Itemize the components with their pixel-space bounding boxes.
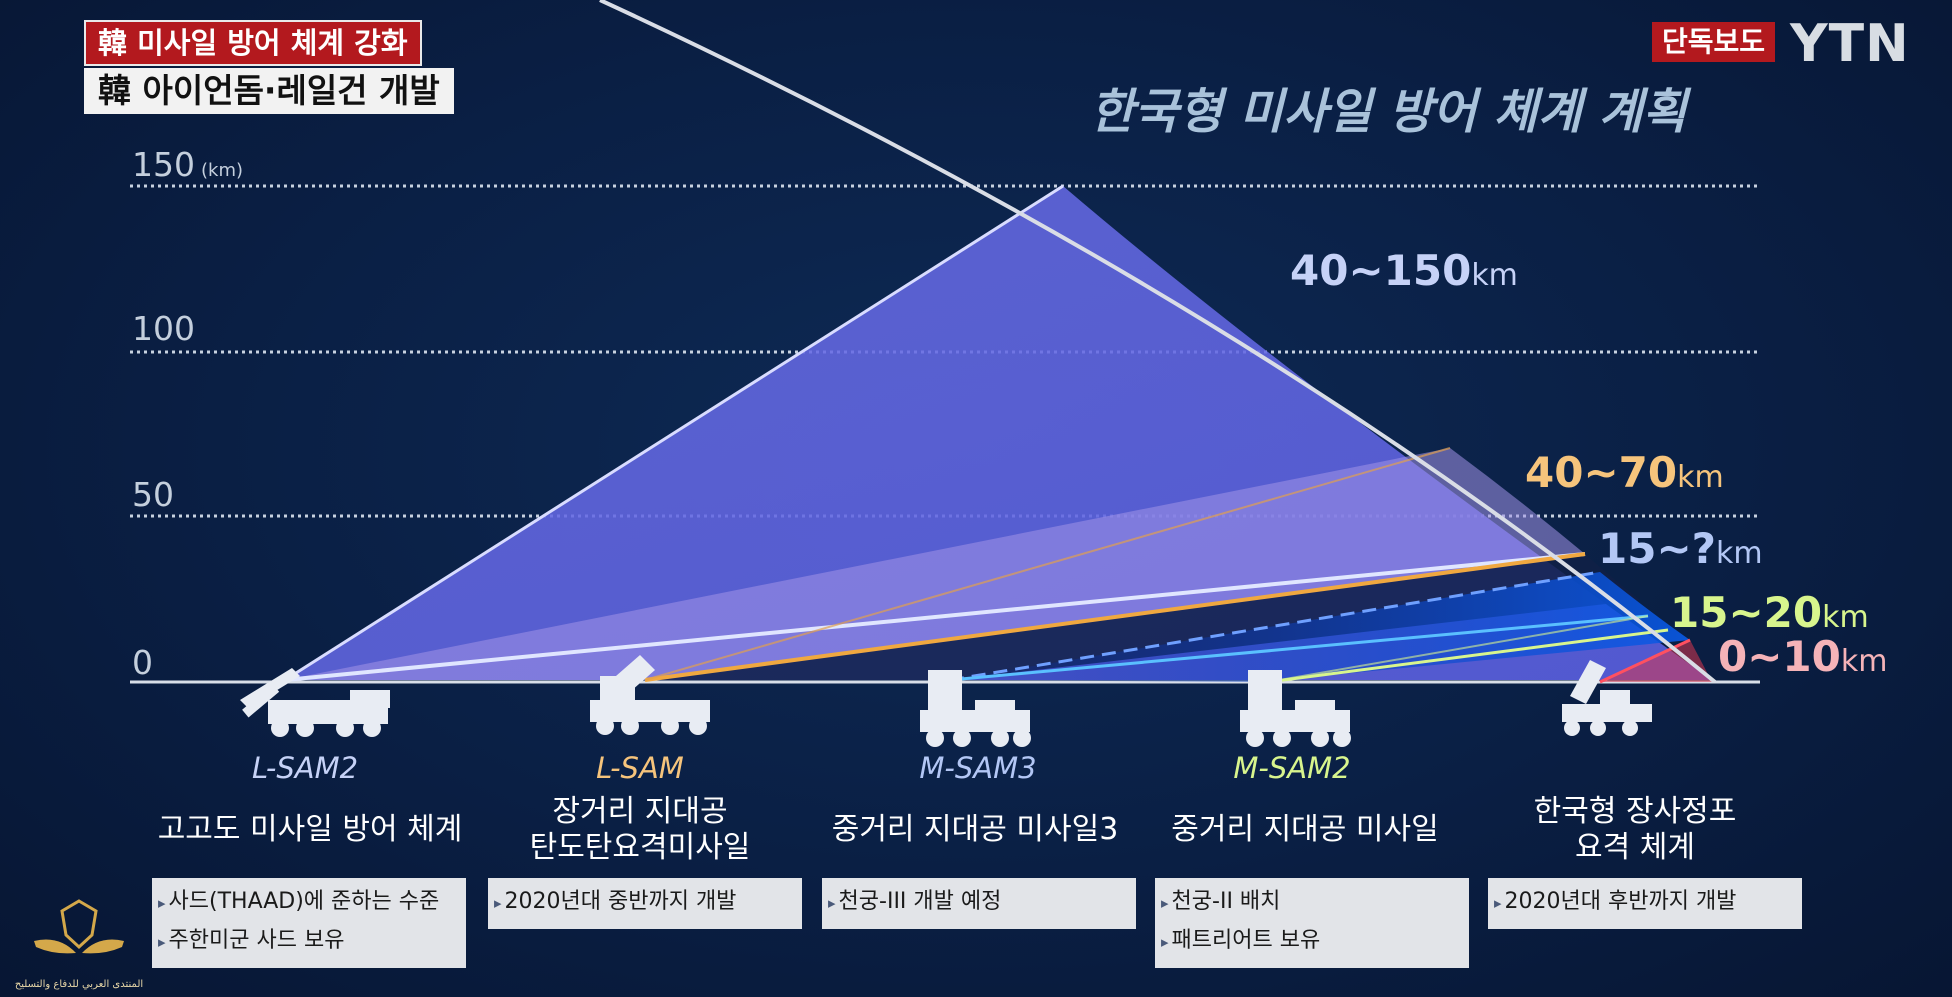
range-value: 0~10 bbox=[1718, 632, 1841, 681]
notes-lamd: 2020년대 후반까지 개발 bbox=[1488, 878, 1802, 929]
range-label-msam2: 15~20km bbox=[1670, 592, 1869, 634]
range-label-lsam: 40~70km bbox=[1525, 452, 1724, 494]
notes-msam2: 천궁-II 배치 패트리어트 보유 bbox=[1155, 878, 1469, 968]
lsam-edge-2 bbox=[644, 447, 1451, 681]
range-unit: km bbox=[1677, 460, 1724, 495]
msam3-coverage bbox=[950, 572, 1690, 682]
y-tick-150: 150 (km) bbox=[132, 148, 243, 181]
lsam2-launcher-icon bbox=[240, 668, 390, 737]
msam2-edge-2 bbox=[1267, 615, 1649, 683]
max-range-arc bbox=[599, 0, 1717, 684]
range-value: 40~70 bbox=[1525, 448, 1678, 497]
ytn-logo: YTN bbox=[1790, 14, 1910, 74]
msam3-edge bbox=[949, 614, 1649, 682]
range-label-lamd: 0~10km bbox=[1718, 636, 1887, 678]
notes-lsam2: 사드(THAAD)에 준하는 수준 주한미군 사드 보유 bbox=[152, 878, 466, 968]
note-item: 사드(THAAD)에 준하는 수준 bbox=[158, 883, 460, 922]
y-tick-50: 50 bbox=[132, 475, 174, 514]
caption-tag: 韓 미사일 방어 체계 강화 bbox=[84, 20, 422, 66]
msam2-launcher-icon bbox=[1240, 670, 1351, 747]
system-code-lsam: L-SAM bbox=[596, 751, 684, 785]
system-code-msam3: M-SAM3 bbox=[919, 751, 1037, 785]
exclusive-badge: 단독보도 bbox=[1652, 22, 1776, 62]
caption-headline: 韓 아이언돔·레일건 개발 bbox=[84, 68, 454, 114]
notes-msam3: 천궁-III 개발 예정 bbox=[822, 878, 1136, 929]
lamd-launcher-icon bbox=[1562, 660, 1652, 736]
range-label-msam3: 15~?km bbox=[1598, 528, 1763, 570]
y-tick-0: 0 bbox=[132, 643, 153, 682]
lsam-launcher-icon bbox=[590, 655, 710, 735]
lsam-edge bbox=[644, 552, 1586, 682]
system-name-lsam2: 고고도 미사일 방어 체계 bbox=[157, 812, 463, 847]
system-name-lsam: 장거리 지대공 탄도탄요격미사일 bbox=[529, 794, 751, 865]
lamd-coverage bbox=[1600, 640, 1712, 682]
lsam2-edge-lower bbox=[284, 552, 1586, 682]
system-name-msam2: 중거리 지대공 미사일 bbox=[1171, 812, 1439, 847]
lsam-coverage bbox=[285, 448, 1585, 680]
chart-title: 한국형 미사일 방어 체계 계획 bbox=[1090, 84, 1687, 140]
system-code-lsam2: L-SAM2 bbox=[251, 751, 359, 785]
range-unit: km bbox=[1716, 536, 1763, 571]
note-item: 천궁-III 개발 예정 bbox=[828, 883, 1130, 922]
lamd-edge bbox=[1599, 638, 1691, 684]
y-tick-label: 150 bbox=[132, 145, 195, 184]
notes-lsam: 2020년대 중반까지 개발 bbox=[488, 878, 802, 929]
note-item: 2020년대 후반까지 개발 bbox=[1494, 883, 1796, 922]
range-value: 15~20 bbox=[1670, 588, 1823, 637]
range-value: 40~150 bbox=[1290, 246, 1472, 295]
forum-watermark-logo: المنتدى العربي للدفاع والتسليح bbox=[15, 899, 143, 990]
range-value: 15~? bbox=[1598, 524, 1717, 573]
msam3-launcher-icon bbox=[920, 670, 1031, 747]
range-unit: km bbox=[1840, 644, 1888, 679]
watermark-text: المنتدى العربي للدفاع والتسليح bbox=[15, 979, 143, 990]
note-item: 패트리어트 보유 bbox=[1161, 922, 1463, 961]
system-code-msam2: M-SAM2 bbox=[1233, 751, 1351, 785]
range-unit: km bbox=[1471, 258, 1518, 293]
y-unit-label: (km) bbox=[201, 160, 244, 181]
note-item: 주한미군 사드 보유 bbox=[158, 922, 460, 961]
range-unit: km bbox=[1822, 600, 1869, 635]
lsam2-edge-upper bbox=[284, 184, 1064, 682]
system-name-lamd: 한국형 장사정포 요격 체계 bbox=[1533, 794, 1737, 865]
range-label-lsam2: 40~150km bbox=[1290, 250, 1518, 292]
msam2-edge bbox=[1267, 628, 1669, 684]
system-name-msam3: 중거리 지대공 미사일3 bbox=[831, 812, 1119, 847]
note-item: 천궁-II 배치 bbox=[1161, 883, 1463, 922]
note-item: 2020년대 중반까지 개발 bbox=[494, 883, 796, 922]
y-tick-100: 100 bbox=[132, 309, 195, 348]
